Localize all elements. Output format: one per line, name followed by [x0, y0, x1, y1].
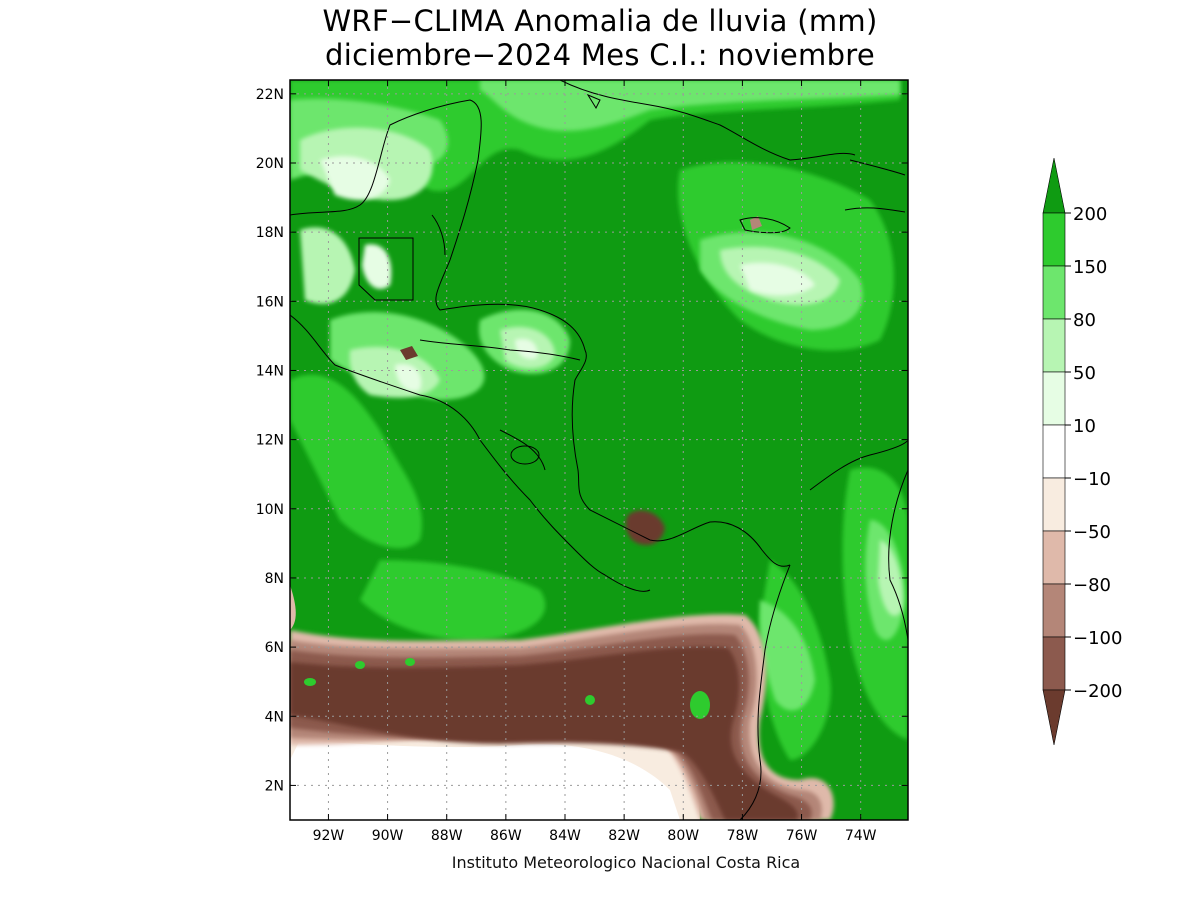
lon-tick-label: 92W — [313, 828, 345, 844]
colorbar-segment — [1042, 530, 1066, 585]
colorbar-label: 10 — [1073, 416, 1096, 437]
colorbar-label: −10 — [1073, 469, 1111, 490]
colorbar-segment — [1042, 583, 1066, 638]
colorbar-label: 80 — [1073, 310, 1096, 331]
colorbar-segment — [1042, 477, 1066, 532]
map-frame — [289, 79, 909, 821]
anomaly-negative-layer — [290, 216, 834, 820]
colorbar-segment — [1042, 318, 1066, 373]
colorbar-label: −80 — [1073, 575, 1111, 596]
lon-tick-label: 84W — [549, 828, 581, 844]
colorbar-label: 150 — [1073, 257, 1107, 278]
colorbar-label: 200 — [1073, 204, 1107, 225]
lon-tick-label: 76W — [786, 828, 818, 844]
lat-tick-label: 16N — [256, 294, 284, 310]
lat-tick-label: 12N — [256, 433, 284, 449]
colorbar: 200 150 80 50 10 −10 −50 −80 −100 −200 — [1042, 157, 1122, 746]
lon-tick-label: 90W — [372, 828, 404, 844]
colorbar-top-arrow — [1042, 157, 1066, 214]
lon-tick-label: 82W — [608, 828, 640, 844]
colorbar-segment — [1042, 636, 1066, 691]
colorbar-segment — [1042, 424, 1066, 479]
anomaly-field — [290, 80, 908, 820]
lat-tick-label: 6N — [265, 640, 284, 656]
lat-tick-label: 18N — [256, 225, 284, 241]
anomaly-specks — [304, 658, 710, 719]
colorbar-segment — [1042, 265, 1066, 320]
lat-tick-label: 14N — [256, 363, 284, 379]
lon-tick-label: 74W — [845, 828, 877, 844]
colorbar-bottom-arrow — [1042, 689, 1066, 746]
colorbar-segment — [1042, 371, 1066, 426]
lon-tick-label: 86W — [490, 828, 522, 844]
map-subtitle: diciembre−2024 Mes C.I.: noviembre — [325, 38, 875, 72]
lat-tick-label: 20N — [256, 156, 284, 172]
lat-tick-label: 10N — [256, 502, 284, 518]
map-title: WRF−CLIMA Anomalia de lluvia (mm) — [322, 4, 878, 38]
lon-tick-label: 78W — [727, 828, 759, 844]
axis-ticks: 92W 90W 88W 86W 84W 82W 80W 78W 76W 74W 2N 4N 6N 8N 10… — [256, 80, 908, 844]
colorbar-label: 50 — [1073, 363, 1096, 384]
lat-tick-label: 2N — [265, 778, 284, 794]
colorbar-label: −50 — [1073, 522, 1111, 543]
anomaly-10-layer — [320, 156, 815, 392]
colorbar-label: −200 — [1073, 681, 1122, 702]
colorbar-label: −100 — [1073, 628, 1122, 649]
lat-tick-label: 8N — [265, 571, 284, 587]
lat-tick-label: 4N — [265, 709, 284, 725]
lat-tick-label: 22N — [256, 87, 284, 103]
coastlines — [290, 80, 908, 820]
colorbar-segment — [1042, 212, 1066, 267]
graticule — [290, 80, 908, 820]
credit-text: Instituto Meteorologico Nacional Costa R… — [451, 853, 801, 872]
lon-tick-label: 80W — [667, 828, 699, 844]
lon-tick-label: 88W — [431, 828, 463, 844]
